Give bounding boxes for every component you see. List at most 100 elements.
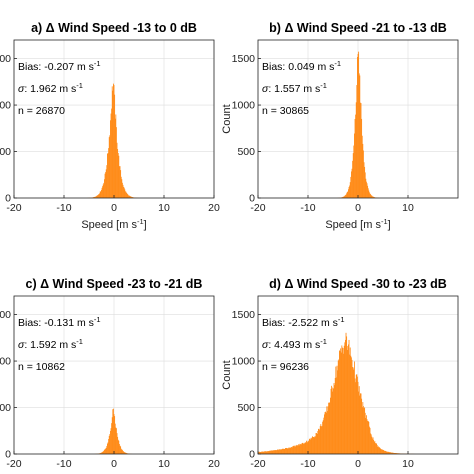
histogram-bin xyxy=(107,153,108,198)
histogram-bin xyxy=(288,448,289,454)
histogram-bin xyxy=(99,453,101,454)
histogram-bin xyxy=(130,196,132,198)
histogram-bin xyxy=(365,178,367,198)
histogram-bin xyxy=(381,449,382,454)
histogram-bin xyxy=(112,90,114,198)
histogram-bin xyxy=(107,442,109,454)
histogram-bin xyxy=(128,195,129,198)
histogram-bin xyxy=(345,339,346,454)
histogram-bin xyxy=(273,450,275,454)
histogram-bin xyxy=(359,75,361,198)
n-annotation: n = 30865 xyxy=(262,105,309,117)
panel-title: a) Δ Wind Speed -13 to 0 dB xyxy=(31,21,197,35)
histogram-bin xyxy=(329,402,331,454)
histogram-bin xyxy=(292,446,294,454)
bias-annotation: Bias: -0.207 m s-1 xyxy=(18,59,101,73)
histogram-bin xyxy=(344,342,346,454)
histogram-bin xyxy=(380,449,382,454)
histogram-bin xyxy=(376,443,378,454)
histogram-bin xyxy=(367,185,369,198)
histogram-bin xyxy=(309,438,311,454)
y-tick-label: 0 xyxy=(5,193,11,205)
histogram-bin xyxy=(357,376,358,454)
histogram-bin xyxy=(369,426,370,454)
histogram-bin xyxy=(282,448,283,454)
y-tick-label: 1500 xyxy=(232,53,256,65)
histogram-bin xyxy=(327,411,328,454)
y-tick-label: 1000 xyxy=(232,356,256,368)
histogram-bin xyxy=(117,149,119,198)
histogram-bin xyxy=(330,397,331,454)
histogram-bin xyxy=(313,437,315,454)
y-axis-label: Count xyxy=(221,104,233,133)
histogram-bin xyxy=(361,398,363,454)
histogram-bin xyxy=(102,184,104,198)
histogram-bin xyxy=(262,451,264,454)
histogram-bin xyxy=(395,453,397,454)
histogram-bin xyxy=(349,185,351,198)
histogram-bin xyxy=(264,451,266,454)
histogram-bin xyxy=(270,450,271,454)
histogram-bin xyxy=(259,451,261,454)
histogram-bin xyxy=(121,179,123,198)
histogram-bin xyxy=(267,451,269,454)
histogram-bin xyxy=(342,347,343,454)
histogram-bin xyxy=(387,451,388,454)
y-tick-label: 00 xyxy=(0,356,11,368)
histogram-bin xyxy=(346,345,348,454)
histogram-bin xyxy=(285,448,286,454)
histogram-bin xyxy=(363,406,364,454)
n-annotation: n = 26870 xyxy=(18,105,65,117)
bias-sup: -1 xyxy=(338,315,345,324)
histogram-bin xyxy=(355,102,357,198)
histogram-bin xyxy=(115,427,117,454)
histogram-bin xyxy=(388,451,390,454)
histogram-bin xyxy=(99,191,101,198)
histogram-bin xyxy=(277,450,279,454)
histogram-bin xyxy=(108,148,110,198)
histogram-bin xyxy=(310,437,312,454)
histogram-bin xyxy=(119,445,121,454)
histogram-bin xyxy=(308,441,310,454)
histogram-bin xyxy=(109,135,111,198)
histogram-bin xyxy=(351,171,352,198)
panel-title: d) Δ Wind Speed -30 to -23 dB xyxy=(269,277,447,291)
histogram-bin xyxy=(125,452,127,454)
histogram-bin xyxy=(352,369,354,454)
histogram-bin xyxy=(316,433,318,454)
histogram-bin xyxy=(356,374,358,454)
histogram-bin xyxy=(371,436,373,454)
y-tick-label: 500 xyxy=(237,402,255,414)
histogram-bin xyxy=(104,449,105,454)
histogram-bin xyxy=(379,447,381,454)
histogram-bin xyxy=(360,103,362,198)
histogram-bin xyxy=(346,336,348,454)
histogram-bin xyxy=(120,446,122,454)
histogram-bin xyxy=(97,195,99,198)
x-tick-label: -10 xyxy=(56,458,71,470)
histogram-bin xyxy=(364,407,366,454)
histogram-bin xyxy=(354,378,356,454)
histogram-bin xyxy=(273,450,274,454)
histogram-bin xyxy=(350,176,352,198)
histogram-bin xyxy=(279,449,280,454)
histogram-bin xyxy=(285,448,287,454)
histogram-bin xyxy=(361,407,363,454)
histogram-bin xyxy=(126,193,128,198)
histogram-bin xyxy=(278,449,280,454)
histogram-bin xyxy=(370,195,372,198)
y-tick-label: 00 xyxy=(0,146,11,158)
histogram-bin xyxy=(258,452,259,454)
histogram-bin xyxy=(349,354,351,454)
histogram-bin xyxy=(324,412,326,454)
histogram-bin xyxy=(370,194,372,198)
histogram-bin xyxy=(348,186,350,198)
histogram-bin xyxy=(117,153,119,198)
histogram-bin xyxy=(343,353,345,454)
histogram-bin xyxy=(358,391,360,454)
histogram-bin xyxy=(373,196,375,198)
histogram-bin xyxy=(260,451,262,454)
histogram-bin xyxy=(110,430,111,454)
histogram-bin xyxy=(330,388,332,454)
